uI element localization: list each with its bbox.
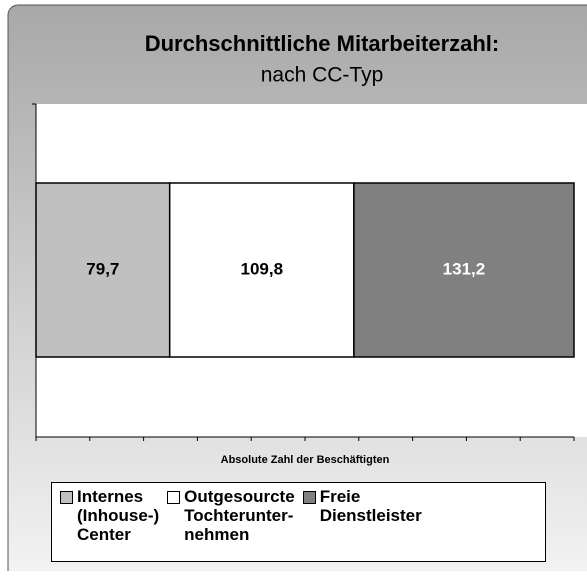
value-label: 109,8 <box>241 259 284 278</box>
legend-swatch <box>302 491 316 504</box>
legend: Internes (Inhouse-) Center Outgesourcte T… <box>51 482 546 562</box>
chart-subtitle: nach CC-Typ <box>261 64 384 87</box>
legend-label: Freie Dienstleister <box>319 487 422 525</box>
legend-label: Outgesourcte Tochterunter- nehmen <box>184 487 295 544</box>
legend-swatch <box>167 491 181 504</box>
bar-segment <box>168 182 355 358</box>
x-axis-label: Absolute Zahl der Beschäftigten <box>221 454 390 466</box>
value-label: 79,7 <box>86 259 119 278</box>
legend-swatch <box>60 491 73 504</box>
legend-item: Outgesourcte Tochterunter- nehmen <box>167 487 295 561</box>
legend-item: Internes (Inhouse-) Center <box>60 487 159 561</box>
bar-segment <box>353 182 575 358</box>
chart-title: Durchschnittliche Mitarbeiterzahl: <box>145 31 500 56</box>
bar-segment <box>35 182 171 358</box>
value-label: 131,2 <box>443 259 486 278</box>
legend-item: Freie Dienstleister <box>302 487 422 561</box>
legend-label: Internes (Inhouse-) Center <box>77 487 160 544</box>
